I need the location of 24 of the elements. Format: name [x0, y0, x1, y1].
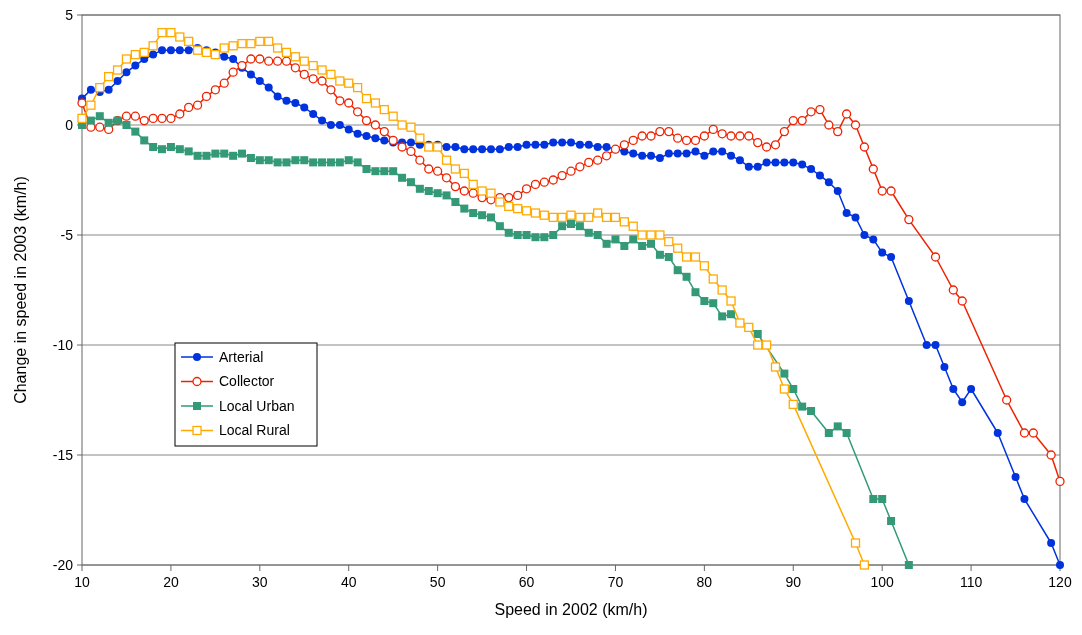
legend-label: Local Rural	[219, 422, 290, 439]
y-tick-label: -15	[52, 446, 74, 463]
legend-label: Local Urban	[219, 397, 295, 414]
x-tick-label: 50	[429, 574, 446, 590]
y-tick-label: 0	[65, 116, 74, 133]
y-tick-label: 5	[65, 6, 74, 23]
y-tick-label: -20	[52, 556, 74, 573]
x-tick-label: 100	[870, 574, 895, 590]
x-tick-label: 30	[252, 574, 268, 590]
x-tick-label: 10	[74, 574, 90, 590]
x-tick-label: 20	[163, 574, 179, 590]
y-axis-title: Change in speed in 2003 (km/h)	[12, 176, 29, 404]
x-tick-label: 70	[607, 574, 624, 590]
legend-label: Collector	[219, 373, 275, 390]
x-tick-label: 120	[1048, 574, 1072, 590]
x-tick-label: 80	[696, 574, 713, 590]
y-tick-label: -5	[60, 226, 74, 243]
x-tick-label: 110	[959, 574, 983, 590]
x-tick-label: 40	[340, 574, 357, 590]
y-tick-label: -10	[52, 336, 74, 353]
x-axis-title: Speed in 2002 (km/h)	[494, 601, 648, 618]
legend-label: Arterial	[219, 348, 264, 365]
x-tick-label: 60	[518, 574, 535, 590]
x-tick-label: 90	[785, 574, 802, 590]
